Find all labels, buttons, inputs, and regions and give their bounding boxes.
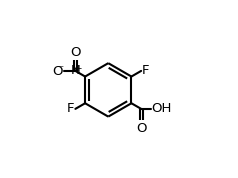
Text: F: F (67, 102, 74, 115)
Text: +: + (74, 64, 81, 73)
Text: O: O (70, 46, 81, 59)
Text: O: O (136, 122, 146, 135)
Text: OH: OH (152, 102, 172, 115)
Text: F: F (142, 64, 150, 77)
Text: ⁻: ⁻ (57, 63, 63, 76)
Text: O: O (53, 65, 63, 78)
Text: N: N (70, 64, 80, 77)
